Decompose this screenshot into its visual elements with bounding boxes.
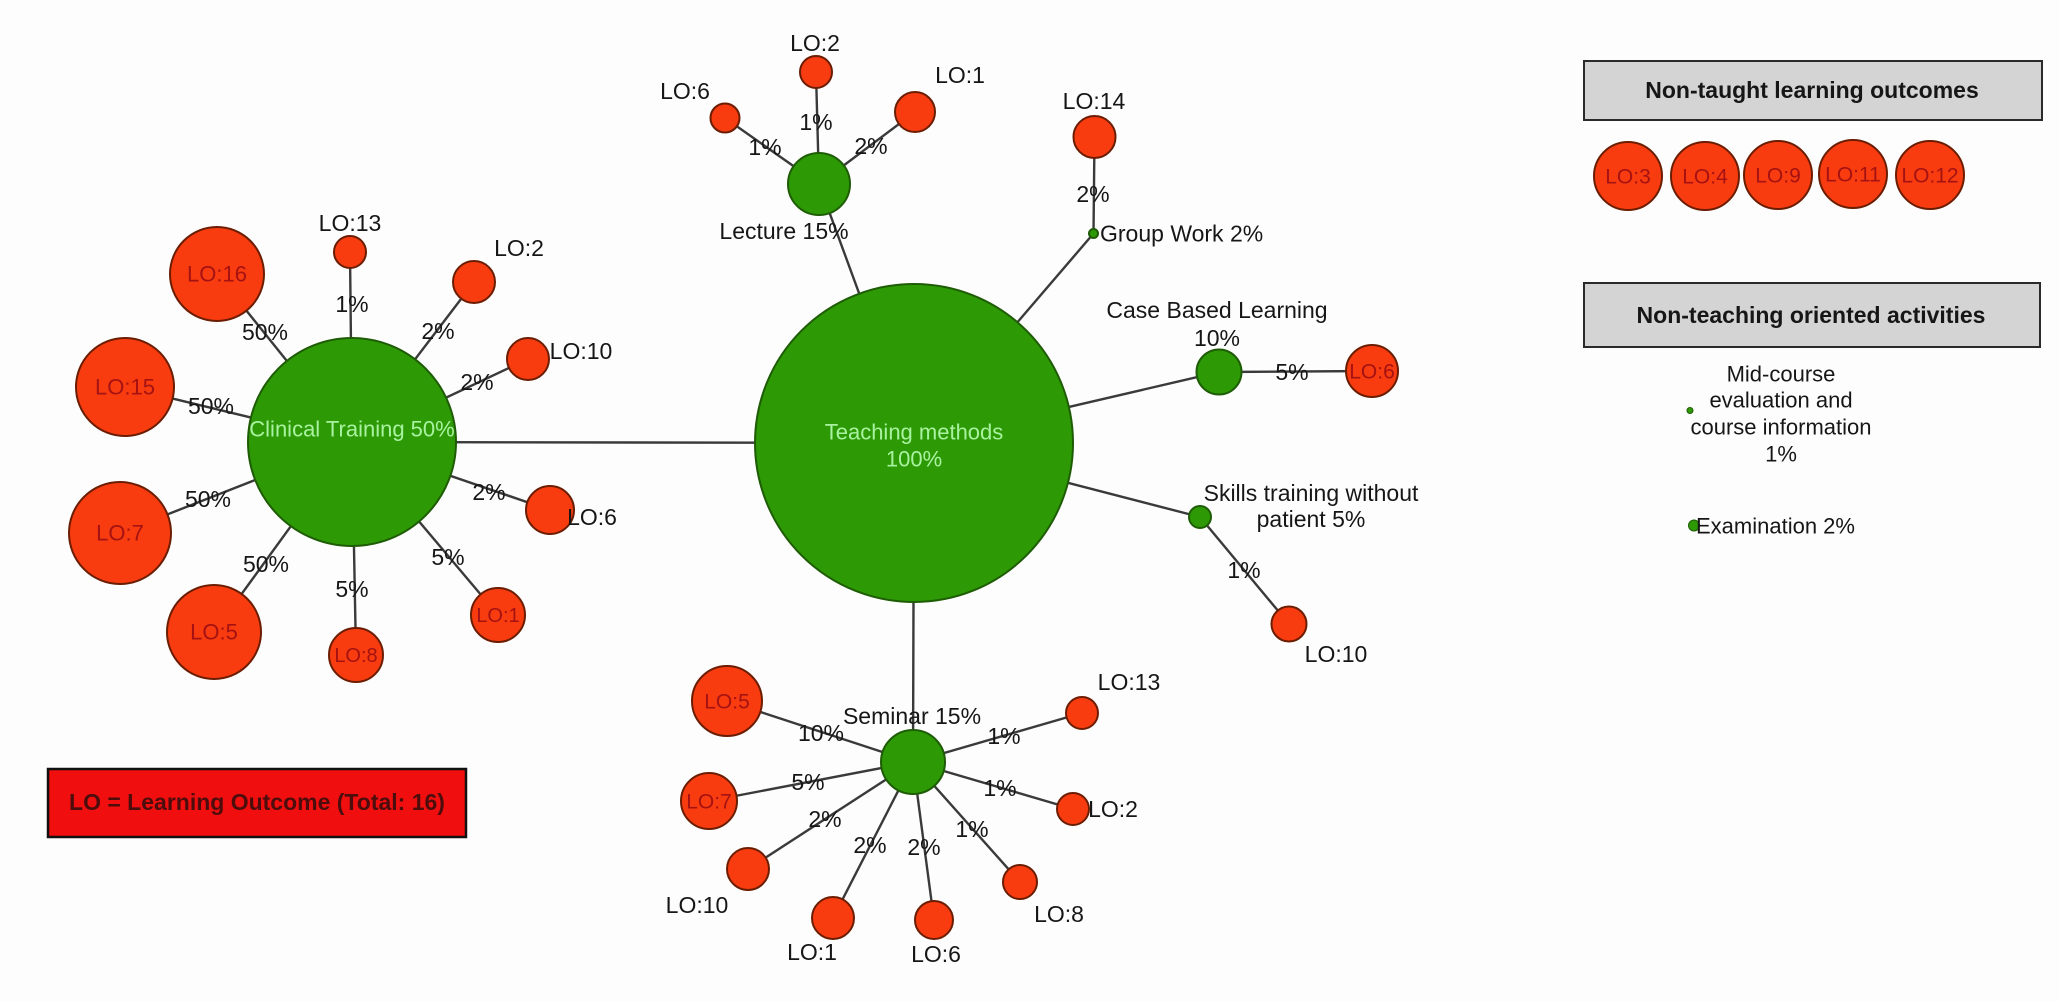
svg-text:LO:2: LO:2 [494,235,544,261]
svg-text:LO:5: LO:5 [190,620,238,645]
svg-text:LO:1: LO:1 [476,605,519,627]
svg-text:LO:7: LO:7 [686,790,732,813]
svg-text:50%: 50% [188,393,234,419]
svg-text:5%: 5% [335,576,368,602]
svg-text:2%: 2% [808,806,841,832]
svg-text:LO:2: LO:2 [1088,796,1138,822]
svg-text:LO:13: LO:13 [1098,669,1161,695]
svg-text:LO:13: LO:13 [319,210,382,236]
svg-text:LO:1: LO:1 [935,62,985,88]
svg-text:50%: 50% [243,551,289,577]
svg-text:1%: 1% [335,291,368,317]
svg-text:LO:6: LO:6 [1349,360,1395,383]
svg-text:2%: 2% [854,133,887,159]
svg-text:LO:3: LO:3 [1605,165,1651,188]
svg-text:1%: 1% [799,109,832,135]
svg-text:10%: 10% [1194,325,1240,351]
svg-text:patient 5%: patient 5% [1257,506,1366,532]
svg-text:Lecture 15%: Lecture 15% [719,218,848,244]
svg-text:LO:5: LO:5 [704,690,750,713]
svg-text:LO:15: LO:15 [95,375,155,400]
svg-text:LO:14: LO:14 [1063,88,1126,114]
svg-text:LO:7: LO:7 [96,521,144,546]
svg-text:Teaching methods: Teaching methods [825,420,1004,445]
svg-text:5%: 5% [791,769,824,795]
svg-text:Non-teaching oriented activiti: Non-teaching oriented activities [1637,302,1986,328]
svg-text:LO:12: LO:12 [1901,164,1958,187]
svg-text:LO:16: LO:16 [187,262,247,287]
svg-text:LO:2: LO:2 [790,30,840,56]
svg-text:2%: 2% [853,832,886,858]
svg-text:1%: 1% [1765,442,1797,467]
svg-text:1%: 1% [983,775,1016,801]
svg-text:1%: 1% [987,723,1020,749]
svg-text:Clinical Training 50%: Clinical Training 50% [249,417,454,442]
svg-text:50%: 50% [242,319,288,345]
svg-text:LO:8: LO:8 [1034,901,1084,927]
svg-text:evaluation and: evaluation and [1709,388,1852,413]
svg-text:5%: 5% [431,544,464,570]
svg-text:1%: 1% [955,816,988,842]
svg-text:Mid-course: Mid-course [1727,362,1836,387]
svg-text:100%: 100% [886,447,942,472]
svg-text:course information: course information [1691,415,1872,440]
svg-text:Group Work 2%: Group Work 2% [1100,221,1263,247]
svg-text:Non-taught learning outcomes: Non-taught learning outcomes [1645,77,1979,103]
svg-text:LO:6: LO:6 [660,78,710,104]
svg-text:Case Based Learning: Case Based Learning [1106,297,1327,323]
svg-text:LO:9: LO:9 [1755,164,1801,187]
svg-text:LO:4: LO:4 [1682,165,1728,188]
svg-text:2%: 2% [1076,181,1109,207]
svg-text:2%: 2% [421,318,454,344]
svg-text:LO:1: LO:1 [787,939,837,965]
svg-text:Seminar 15%: Seminar 15% [843,703,981,729]
svg-text:Examination 2%: Examination 2% [1696,514,1855,539]
svg-text:LO:10: LO:10 [1305,641,1368,667]
svg-text:LO:10: LO:10 [550,338,613,364]
svg-text:LO:6: LO:6 [911,941,961,967]
svg-text:LO:11: LO:11 [1825,163,1881,186]
svg-text:50%: 50% [185,486,231,512]
svg-text:10%: 10% [798,720,844,746]
svg-text:1%: 1% [748,134,781,160]
svg-text:2%: 2% [460,369,493,395]
svg-text:2%: 2% [472,479,505,505]
svg-text:LO:8: LO:8 [334,645,377,667]
svg-text:1%: 1% [1227,557,1260,583]
svg-text:5%: 5% [1275,359,1308,385]
svg-text:2%: 2% [907,834,940,860]
svg-text:LO:6: LO:6 [567,504,617,530]
svg-text:LO:10: LO:10 [666,892,729,918]
svg-text:LO = Learning Outcome (Total:: LO = Learning Outcome (Total: 16) [69,789,445,815]
svg-text:Skills training without: Skills training without [1204,480,1419,506]
